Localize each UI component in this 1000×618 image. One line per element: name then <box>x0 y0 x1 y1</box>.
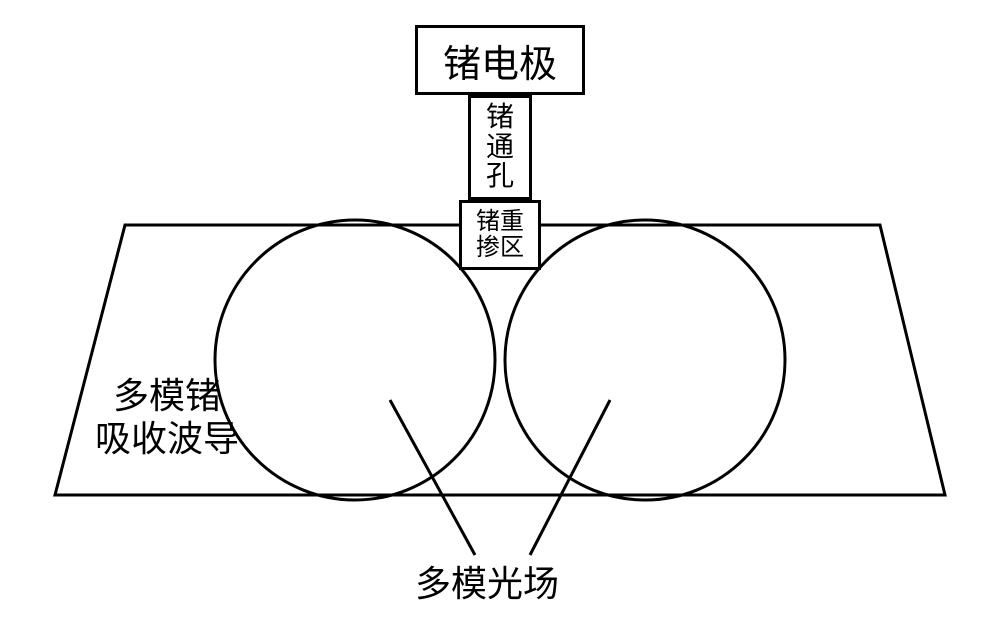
doped-box: 锗重 掺区 <box>459 200 541 270</box>
electrode-label: 锗电极 <box>443 33 557 88</box>
mode-circle-right <box>505 220 785 500</box>
waveguide-label-2: 吸收波导 <box>95 418 239 461</box>
mode-circle-left <box>215 220 495 500</box>
doped-label-2: 掺区 <box>476 235 524 261</box>
leader-line-right <box>530 400 610 555</box>
via-label-2: 通 <box>486 133 514 162</box>
electrode-box: 锗电极 <box>415 25 585 95</box>
diagram-canvas: 锗电极 锗 通 孔 锗重 掺区 多模锗 吸收波导 多模光场 <box>0 0 1000 618</box>
doped-label-1: 锗重 <box>476 209 524 235</box>
waveguide-label-1: 多模锗 <box>95 375 239 418</box>
field-label: 多模光场 <box>415 555 559 607</box>
via-box: 锗 通 孔 <box>468 95 532 200</box>
via-label-1: 锗 <box>486 103 514 132</box>
field-label-text: 多模光场 <box>415 564 559 604</box>
via-label-3: 孔 <box>486 162 514 191</box>
leader-line-left <box>390 400 475 555</box>
waveguide-label: 多模锗 吸收波导 <box>95 375 239 461</box>
